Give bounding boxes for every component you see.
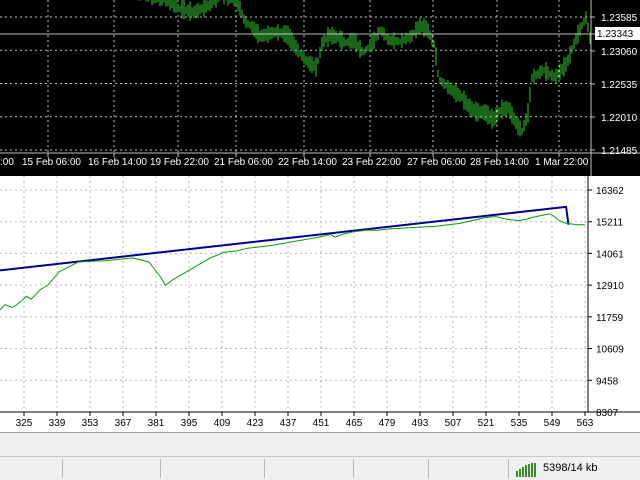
status-cell — [353, 459, 354, 478]
trade-axis-label: 493 — [412, 418, 429, 429]
trade-axis-label: 549 — [544, 418, 561, 429]
equity-axis-label: 14061 — [596, 249, 624, 260]
connection-bars-icon[interactable] — [516, 463, 538, 477]
equity-axis-label: 10609 — [596, 345, 624, 356]
current-price-badge — [595, 27, 640, 40]
time-axis-label: 23 Feb 22:00 — [342, 157, 401, 168]
trade-axis-label: 325 — [16, 418, 33, 429]
price-axis-label: 1.23585 — [601, 13, 638, 24]
balance-line — [0, 205, 570, 272]
price-axis-label: 1.23060 — [601, 47, 638, 58]
current-price-label: 1.23343 — [597, 29, 634, 40]
equity-axis-label: 16362 — [596, 186, 624, 197]
price-axis-labels: 1.23585 1.23060 1.22535 1.22010 1.21485 — [591, 13, 638, 157]
trade-axis-label: 465 — [346, 418, 363, 429]
trade-axis-label: 395 — [181, 418, 198, 429]
connection-traffic-text: 5398/14 kb — [543, 462, 598, 474]
trade-axis-label: 353 — [82, 418, 99, 429]
trade-axis-label: 339 — [49, 418, 66, 429]
time-axis-label: 28 Feb 14:00 — [470, 157, 529, 168]
equity-axis-label: 15211 — [596, 218, 624, 229]
equity-axis-label: 9458 — [596, 376, 619, 387]
equity-line — [0, 213, 585, 311]
time-axis-label: 1 Mar 22:00 — [535, 157, 589, 168]
price-chart-background — [0, 0, 640, 176]
time-axis-labels: 15 Feb 06:00 16 Feb 14:00 19 Feb 22:00 21 F… — [22, 153, 589, 168]
equity-axis-label: 8307 — [596, 408, 619, 419]
trade-axis-label: 381 — [148, 418, 165, 429]
equity-chart-background — [0, 176, 640, 432]
trade-axis-label: 437 — [280, 418, 297, 429]
trade-axis-label: 423 — [247, 418, 264, 429]
status-bar: 5398/14 kb — [0, 456, 640, 480]
trade-axis-label: 479 — [379, 418, 396, 429]
trade-axis-label: 409 — [214, 418, 231, 429]
status-cell — [62, 459, 63, 478]
equity-series — [0, 205, 585, 311]
panel-strip — [0, 432, 640, 456]
status-cell — [160, 459, 161, 478]
equity-axis-labels: 16362 15211 14061 12910 11759 10609 9458 8307 — [588, 186, 624, 419]
status-cell — [264, 459, 265, 478]
price-chart[interactable]: 1.23585 1.23060 1.22535 1.22010 1.21485 1.23… — [0, 0, 640, 176]
equity-axis-label: 11759 — [596, 313, 624, 324]
time-axis-label: 21 Feb 06:00 — [214, 157, 273, 168]
trade-axis-label: 451 — [313, 418, 330, 429]
time-axis-label: 16 Feb 14:00 — [88, 157, 147, 168]
equity-grid — [0, 176, 588, 413]
trade-axis-label: 535 — [511, 418, 528, 429]
time-axis-label: 27 Feb 06:00 — [407, 157, 466, 168]
price-axis-label: 1.22010 — [601, 113, 638, 124]
price-axis-label: 1.22535 — [601, 80, 638, 91]
time-axis-label: 15 Feb 06:00 — [22, 157, 81, 168]
trade-axis-labels: 325 339 353 367 381 395 409 423 437 451 465 479 493 5… — [16, 412, 594, 429]
time-axis-label: 19 Feb 22:00 — [150, 157, 209, 168]
trade-axis-label: 563 — [577, 418, 594, 429]
trade-axis-label: 521 — [478, 418, 495, 429]
status-cell — [428, 459, 429, 478]
status-cell — [508, 459, 509, 478]
trade-axis-label: 367 — [115, 418, 132, 429]
time-label-partial: :00 — [0, 157, 14, 168]
price-axis-label: 1.21485 — [601, 146, 638, 157]
price-bars — [137, 0, 591, 137]
equity-chart[interactable]: 16362 15211 14061 12910 11759 10609 9458 8307 3… — [0, 176, 640, 432]
equity-axis-label: 12910 — [596, 281, 624, 292]
time-axis-label: 22 Feb 14:00 — [278, 157, 337, 168]
trade-axis-label: 507 — [445, 418, 462, 429]
